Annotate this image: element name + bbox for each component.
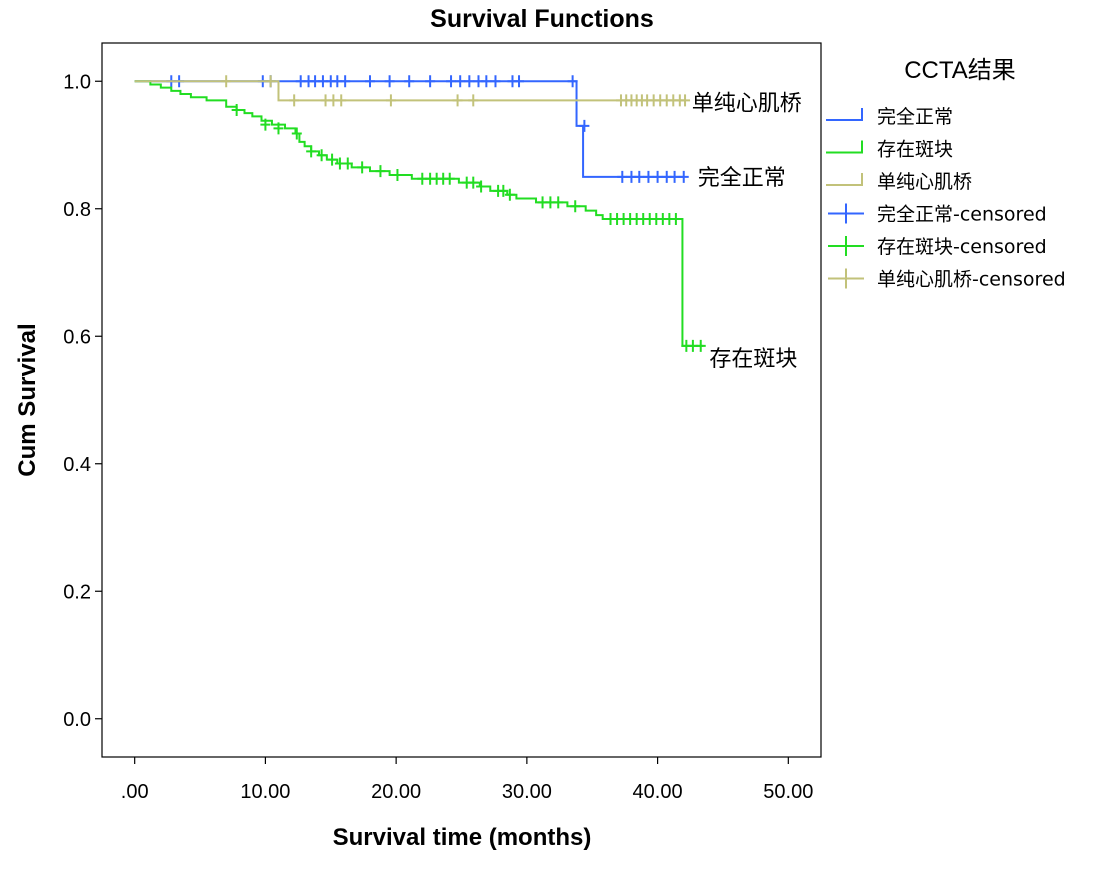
legend-line-swatch: [826, 108, 863, 121]
x-axis: .00 10.00 20.00 30.00 40.00 50.00: [121, 757, 813, 803]
censor-mark: [221, 75, 232, 88]
legend-label: 存在斑块-censored: [877, 236, 1047, 258]
legend-item: 单纯心肌桥-censored: [828, 268, 1066, 291]
legend-label: 单纯心肌桥-censored: [877, 269, 1066, 291]
legend-item: 存在斑块-censored: [828, 236, 1047, 258]
series-2: [134, 75, 691, 107]
x-tick-label: 20.00: [371, 781, 421, 803]
y-tick-label: 0.8: [63, 199, 91, 221]
legend-item: 单纯心肌桥: [826, 171, 972, 193]
censor-mark: [265, 75, 276, 88]
censor-mark: [680, 94, 691, 107]
legend-label: 单纯心肌桥: [877, 171, 972, 193]
x-tick-label: 10.00: [240, 781, 290, 803]
censor-mark: [504, 188, 515, 201]
censor-mark: [579, 119, 590, 132]
legend-censor-swatch: [828, 236, 864, 256]
censor-mark: [340, 75, 351, 88]
censor-mark: [425, 75, 436, 88]
censor-mark: [357, 161, 368, 174]
censor-mark: [476, 180, 487, 193]
censor-mark: [481, 75, 492, 88]
censor-mark: [260, 118, 271, 131]
plot-frame: [101, 42, 822, 758]
y-tick-label: 1.0: [63, 71, 91, 93]
censor-mark: [617, 170, 628, 183]
legend-title: CCTA结果: [904, 57, 1016, 84]
censor-mark: [364, 75, 375, 88]
legend-label: 完全正常-censored: [877, 204, 1047, 226]
censor-mark: [392, 168, 403, 181]
censor-mark: [306, 145, 317, 158]
curve-end-label: 单纯心肌桥: [692, 91, 802, 116]
censor-mark: [498, 184, 509, 197]
censor-mark: [231, 103, 242, 116]
censor-mark: [291, 127, 302, 140]
y-tick-label: 0.6: [63, 326, 91, 348]
censor-mark: [567, 75, 578, 88]
y-axis: 0.0 0.2 0.4 0.6 0.8 1.0: [63, 71, 102, 731]
x-tick-label: 50.00: [763, 781, 813, 803]
censor-mark: [316, 149, 327, 162]
censor-mark: [643, 170, 654, 183]
curve-end-label: 存在斑块: [709, 347, 797, 372]
censor-mark: [342, 157, 353, 170]
censor-mark: [446, 75, 457, 88]
censor-mark: [385, 94, 396, 107]
censor-mark: [273, 122, 284, 135]
censor-mark: [678, 170, 689, 183]
legend-censor-swatch: [828, 268, 864, 289]
x-tick-label: .00: [121, 781, 149, 803]
censor-mark: [468, 176, 479, 189]
censor-mark: [375, 165, 386, 178]
censor-mark: [468, 94, 479, 107]
legend-censor-swatch: [828, 203, 864, 224]
censor-mark: [670, 212, 681, 225]
series-layer: [134, 75, 706, 352]
censor-mark: [514, 75, 525, 88]
legend-item: 完全正常-censored: [828, 203, 1047, 226]
x-tick-label: 30.00: [502, 781, 552, 803]
curve-end-label: 完全正常: [698, 166, 786, 191]
censor-mark: [570, 200, 581, 213]
censor-mark: [669, 170, 680, 183]
censor-mark: [444, 172, 455, 185]
censor-mark: [464, 75, 475, 88]
y-tick-label: 0.4: [63, 454, 91, 476]
censor-mark: [289, 94, 300, 107]
y-tick-label: 0.2: [63, 581, 91, 603]
censor-mark: [634, 170, 645, 183]
legend-line-swatch: [826, 140, 863, 154]
chart-title: Survival Functions: [430, 5, 654, 33]
x-axis-title: Survival time (months): [333, 824, 592, 851]
legend-item: 存在斑块: [826, 139, 953, 161]
survival-curve: [134, 80, 704, 347]
censor-mark: [695, 339, 706, 352]
censor-mark: [327, 153, 338, 166]
censor-mark: [452, 94, 463, 107]
censor-mark: [336, 94, 347, 107]
series-1: [134, 80, 706, 352]
censor-mark: [384, 75, 395, 88]
censor-mark: [490, 75, 501, 88]
legend-item: 完全正常: [826, 106, 953, 128]
censor-mark: [455, 75, 466, 88]
censor-mark: [652, 170, 663, 183]
x-tick-label: 40.00: [633, 781, 683, 803]
censor-mark: [553, 196, 564, 209]
y-axis-title: Cum Survival: [14, 323, 41, 476]
legend-line-swatch: [826, 173, 863, 186]
legend-label: 存在斑块: [877, 139, 953, 161]
legend-label: 完全正常: [877, 106, 953, 128]
y-tick-label: 0.0: [63, 709, 91, 731]
censor-mark: [404, 75, 415, 88]
